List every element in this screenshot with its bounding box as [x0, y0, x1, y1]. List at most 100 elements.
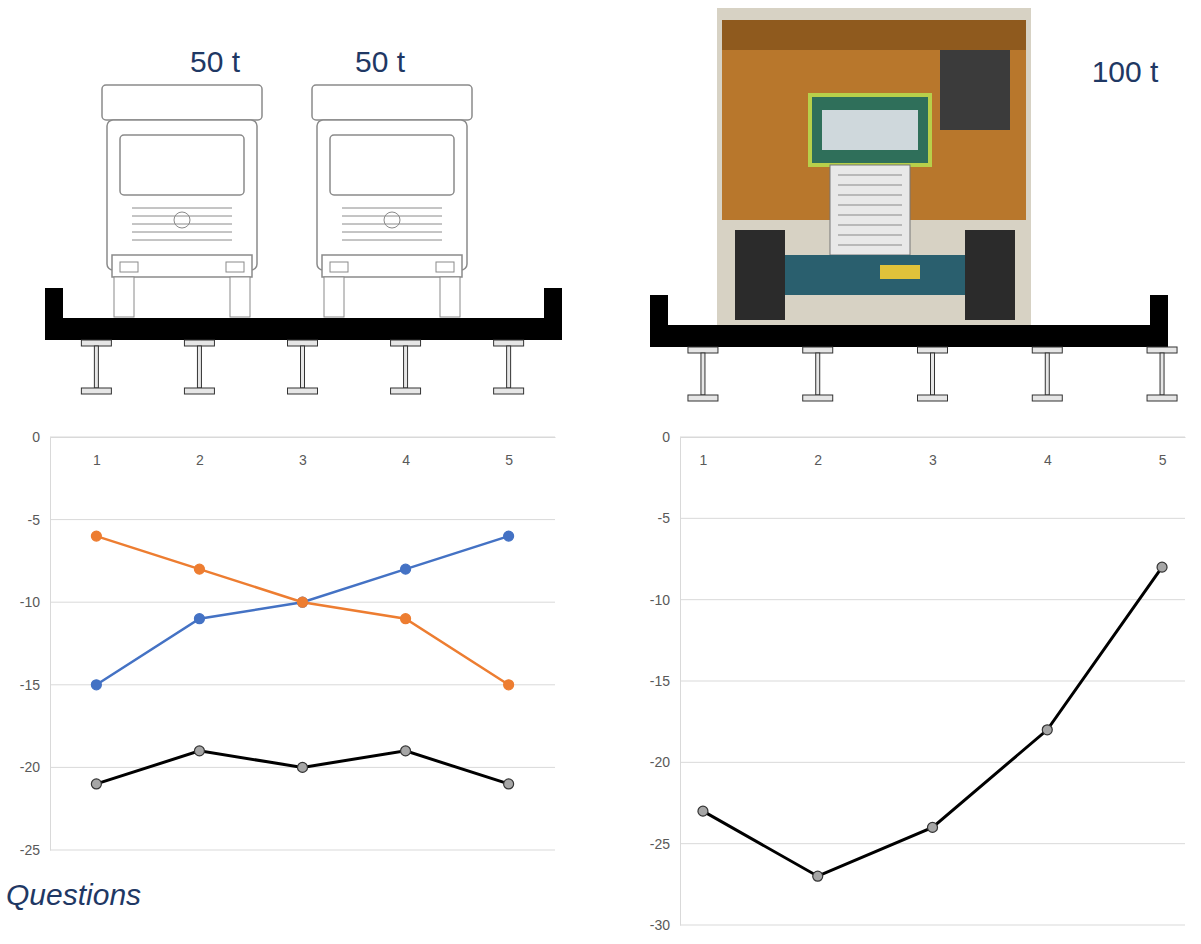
x-tick: 4 [402, 437, 410, 468]
y-tick: -10 [650, 592, 680, 608]
series-line [96, 536, 508, 685]
y-tick: -10 [20, 594, 50, 610]
panel: 100 t0-5-10-15-20-25-3012345 [650, 8, 1186, 933]
girder [1032, 347, 1062, 401]
grid-line [680, 599, 1185, 600]
truck-illustration [102, 85, 262, 317]
y-axis-line [50, 438, 51, 851]
series-marker [298, 597, 308, 607]
series-marker [504, 680, 514, 690]
series-line [703, 567, 1162, 876]
series-marker [504, 779, 514, 789]
y-tick-label: -25 [20, 842, 40, 858]
y-tick-label: -5 [658, 510, 671, 526]
grid-line [50, 850, 555, 851]
y-axis: 0-5-10-15-20-25-30 [650, 429, 681, 933]
x-tick-label: 1 [93, 452, 101, 468]
y-tick-label: -5 [28, 512, 41, 528]
x-tick-label: 2 [196, 452, 204, 468]
x-tick: 1 [93, 437, 101, 468]
series-marker [813, 871, 823, 881]
x-tick-label: 4 [1044, 452, 1052, 468]
series-marker [698, 806, 708, 816]
y-axis: 0 -5 -10 -15 -20 -25 [20, 429, 51, 858]
grid-line [680, 437, 1185, 438]
x-tick: 1 [700, 437, 708, 468]
y-tick-label: 0 [32, 429, 40, 445]
grid-line [50, 684, 555, 685]
y-tick-label: -15 [20, 677, 40, 693]
annotation: 50 t [190, 45, 241, 78]
y-tick-label: -20 [20, 759, 40, 775]
series-marker [401, 614, 411, 624]
x-axis: 1 2 3 4 5 [681, 437, 1186, 468]
annotation: 100 t [1092, 55, 1159, 88]
series-marker [1157, 562, 1167, 572]
y-tick: -15 [20, 677, 50, 693]
girder [494, 340, 524, 394]
grid [680, 437, 1185, 925]
x-tick-label: 5 [1159, 452, 1167, 468]
x-tick: 5 [1159, 437, 1167, 468]
series-marker [1042, 725, 1052, 735]
girder [918, 347, 948, 401]
page: 50 t 50 t 0 -5 -10 -15 -20 -25 1 2 3 4 5 100 t 0 -5 -10 -… [0, 0, 1201, 944]
y-tick: 0 [662, 429, 680, 445]
x-tick: 2 [196, 437, 204, 468]
panel: 50 t 50 t 0 -5 -10 -15 -20 -25 1 2 3 4 5 [20, 45, 562, 858]
x-tick-label: 1 [700, 452, 708, 468]
series-marker [194, 746, 204, 756]
y-tick: -15 [650, 673, 680, 689]
x-tick-label: 5 [505, 452, 513, 468]
x-tick-label: 3 [299, 452, 307, 468]
y-tick-label: 0 [662, 429, 670, 445]
girder [81, 340, 111, 394]
x-tick: 3 [929, 437, 937, 468]
bridge-section [650, 295, 1177, 401]
annotation: 50 t [355, 45, 406, 78]
series-marker [504, 531, 514, 541]
x-tick: 3 [299, 437, 307, 468]
grid-line [680, 843, 1185, 844]
series-line [96, 751, 508, 784]
plot-marks [698, 562, 1167, 881]
truck-illustration [312, 85, 472, 317]
series-marker [401, 746, 411, 756]
x-tick-label: 2 [814, 452, 822, 468]
girder [1147, 347, 1177, 401]
x-tick-label: 4 [402, 452, 410, 468]
footer-text: Questions [6, 878, 141, 911]
series-marker [401, 564, 411, 574]
x-tick-label: 3 [929, 452, 937, 468]
x-tick: 4 [1044, 437, 1052, 468]
y-tick-label: -30 [650, 917, 670, 933]
x-tick: 5 [505, 437, 513, 468]
truck-photo [717, 8, 1031, 326]
grid [50, 437, 555, 850]
y-tick: -5 [658, 510, 680, 526]
x-axis-line [51, 437, 556, 438]
grid-line [680, 762, 1185, 763]
y-tick: -25 [20, 842, 50, 858]
series-marker [91, 779, 101, 789]
grid-line [50, 519, 555, 520]
x-axis: 1 2 3 4 5 [51, 437, 556, 468]
grid-line [680, 925, 1185, 926]
series-marker [928, 822, 938, 832]
y-tick-label: -10 [650, 592, 670, 608]
girder [803, 347, 833, 401]
series-marker [91, 680, 101, 690]
bridge-section [45, 288, 562, 394]
series-marker [194, 614, 204, 624]
x-axis-line [681, 437, 1186, 438]
y-tick-label: -10 [20, 594, 40, 610]
y-axis-line [680, 438, 681, 926]
y-tick: -25 [650, 836, 680, 852]
y-tick: 0 [32, 429, 50, 445]
y-tick-label: -15 [650, 673, 670, 689]
y-tick: -20 [20, 759, 50, 775]
series-marker [194, 564, 204, 574]
girder [391, 340, 421, 394]
y-tick: -5 [28, 512, 50, 528]
girder [288, 340, 318, 394]
